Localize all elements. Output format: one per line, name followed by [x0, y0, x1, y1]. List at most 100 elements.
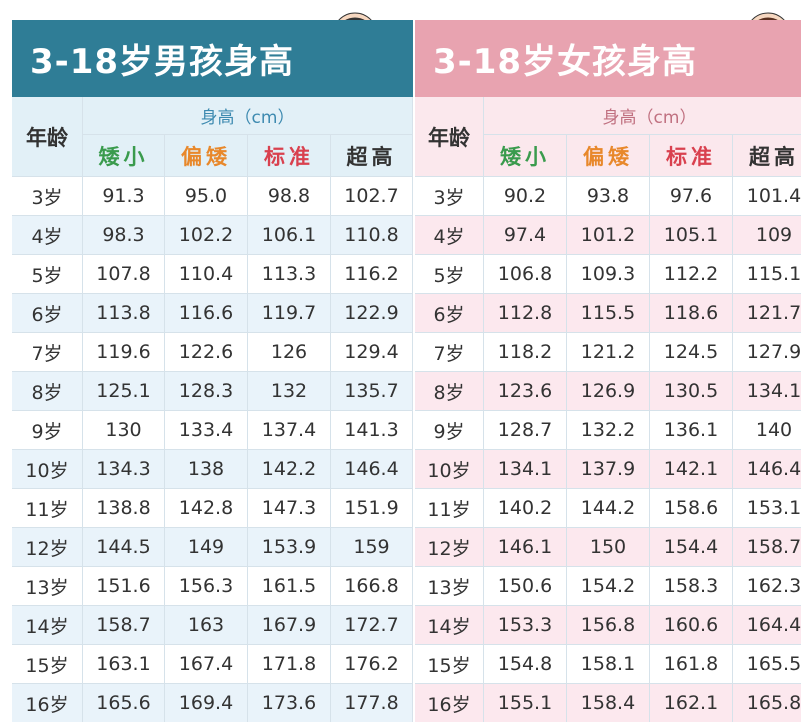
- height-cell: 153.1: [733, 489, 801, 528]
- height-cell: 144.2: [567, 489, 650, 528]
- column-header: 矮小: [484, 135, 567, 177]
- age-cell: 11岁: [12, 489, 83, 528]
- height-cell: 161.8: [650, 645, 733, 684]
- height-cell: 95.0: [165, 177, 248, 216]
- height-cell: 138.8: [83, 489, 165, 528]
- age-cell: 3岁: [12, 177, 83, 216]
- group-header: 身高（cm）: [484, 97, 801, 135]
- height-cell: 165.6: [83, 684, 165, 722]
- age-cell: 16岁: [12, 684, 83, 722]
- age-cell: 13岁: [12, 567, 83, 606]
- table-title: 3-18岁男孩身高: [29, 42, 295, 82]
- height-cell: 137.4: [248, 411, 331, 450]
- height-cell: 156.3: [165, 567, 248, 606]
- age-cell: 4岁: [12, 216, 83, 255]
- height-cell: 101.2: [567, 216, 650, 255]
- height-cell: 158.1: [567, 645, 650, 684]
- age-cell: 9岁: [12, 411, 83, 450]
- age-header: 年龄: [12, 97, 83, 177]
- height-cell: 101.4: [733, 177, 801, 216]
- height-cell: 90.2: [484, 177, 567, 216]
- height-cell: 165.5: [733, 645, 801, 684]
- height-cell: 138: [165, 450, 248, 489]
- height-cell: 110.8: [331, 216, 413, 255]
- height-cell: 107.8: [83, 255, 165, 294]
- height-cell: 146.4: [331, 450, 413, 489]
- header-band: [415, 20, 801, 97]
- age-cell: 5岁: [12, 255, 83, 294]
- height-cell: 134.3: [83, 450, 165, 489]
- height-cell: 121.2: [567, 333, 650, 372]
- age-cell: 8岁: [12, 372, 83, 411]
- height-cell: 130: [83, 411, 165, 450]
- height-cell: 109: [733, 216, 801, 255]
- height-cell: 171.8: [248, 645, 331, 684]
- height-cell: 91.3: [83, 177, 165, 216]
- height-cell: 167.4: [165, 645, 248, 684]
- height-cell: 163.1: [83, 645, 165, 684]
- height-cell: 151.9: [331, 489, 413, 528]
- height-cell: 163: [165, 606, 248, 645]
- height-cell: 123.6: [484, 372, 567, 411]
- height-cell: 112.2: [650, 255, 733, 294]
- age-cell: 11岁: [415, 489, 484, 528]
- age-cell: 8岁: [415, 372, 484, 411]
- column-header: 标准: [650, 135, 733, 177]
- column-header: 标准: [248, 135, 331, 177]
- height-cell: 176.2: [331, 645, 413, 684]
- header-band: [12, 20, 413, 97]
- height-cell: 116.2: [331, 255, 413, 294]
- height-cell: 109.3: [567, 255, 650, 294]
- height-cell: 146.1: [484, 528, 567, 567]
- height-cell: 142.1: [650, 450, 733, 489]
- height-cell: 133.4: [165, 411, 248, 450]
- height-cell: 134.1: [484, 450, 567, 489]
- height-cell: 166.8: [331, 567, 413, 606]
- height-cell: 97.6: [650, 177, 733, 216]
- height-cell: 105.1: [650, 216, 733, 255]
- height-cell: 137.9: [567, 450, 650, 489]
- height-cell: 119.7: [248, 294, 331, 333]
- height-cell: 159: [331, 528, 413, 567]
- age-cell: 10岁: [12, 450, 83, 489]
- height-cell: 110.4: [165, 255, 248, 294]
- height-cell: 106.1: [248, 216, 331, 255]
- age-cell: 13岁: [415, 567, 484, 606]
- height-cell: 102.2: [165, 216, 248, 255]
- height-cell: 97.4: [484, 216, 567, 255]
- age-cell: 10岁: [415, 450, 484, 489]
- height-cell: 149: [165, 528, 248, 567]
- height-cell: 150: [567, 528, 650, 567]
- height-cell: 116.6: [165, 294, 248, 333]
- column-header: 偏矮: [165, 135, 248, 177]
- height-cell: 136.1: [650, 411, 733, 450]
- height-cell: 128.7: [484, 411, 567, 450]
- height-cell: 154.8: [484, 645, 567, 684]
- height-cell: 135.7: [331, 372, 413, 411]
- height-cell: 93.8: [567, 177, 650, 216]
- height-cell: 150.6: [484, 567, 567, 606]
- height-cell: 158.4: [567, 684, 650, 722]
- height-cell: 167.9: [248, 606, 331, 645]
- height-cell: 161.5: [248, 567, 331, 606]
- height-cell: 125.1: [83, 372, 165, 411]
- age-cell: 6岁: [415, 294, 484, 333]
- height-cell: 173.6: [248, 684, 331, 722]
- height-cell: 124.5: [650, 333, 733, 372]
- height-cell: 98.3: [83, 216, 165, 255]
- age-cell: 7岁: [415, 333, 484, 372]
- height-cell: 153.3: [484, 606, 567, 645]
- height-cell: 177.8: [331, 684, 413, 722]
- height-cell: 118.6: [650, 294, 733, 333]
- height-cell: 126: [248, 333, 331, 372]
- height-cell: 122.9: [331, 294, 413, 333]
- height-cell: 122.6: [165, 333, 248, 372]
- group-header: 身高（cm）: [83, 97, 413, 135]
- height-cell: 126.9: [567, 372, 650, 411]
- table-title: 3-18岁女孩身高: [432, 42, 698, 82]
- age-cell: 5岁: [415, 255, 484, 294]
- height-cell: 147.3: [248, 489, 331, 528]
- height-cell: 162.1: [650, 684, 733, 722]
- height-cell: 128.3: [165, 372, 248, 411]
